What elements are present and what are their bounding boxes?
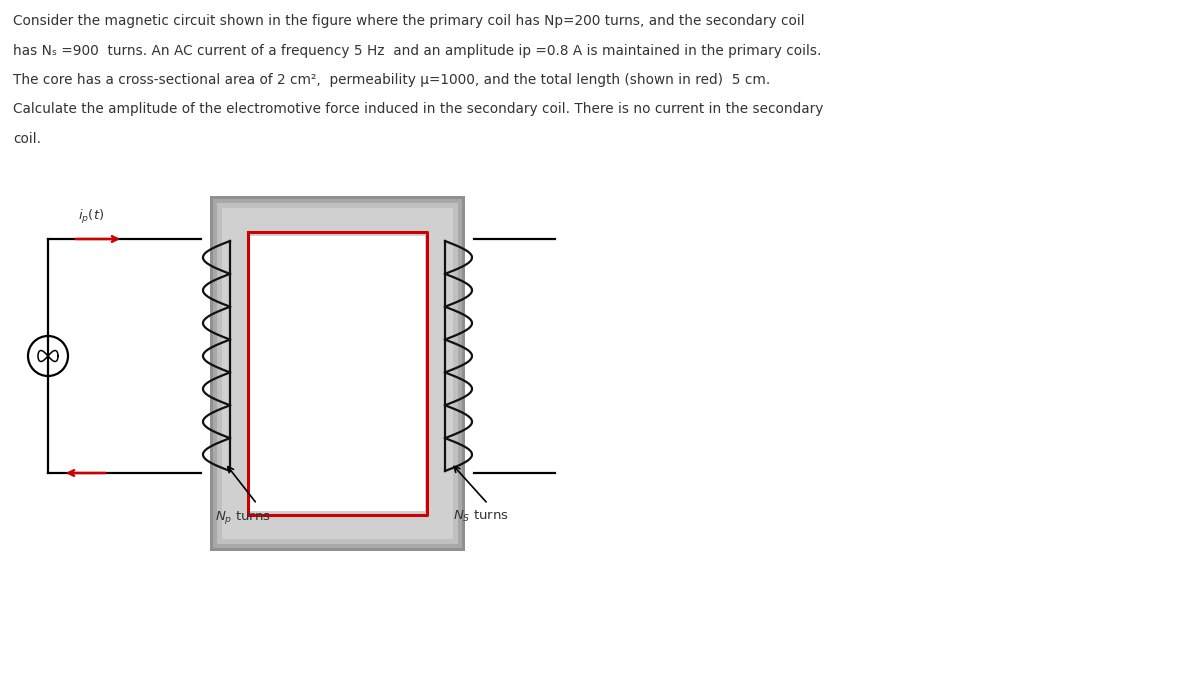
Bar [217,203,458,544]
Text: $N_p$ turns: $N_p$ turns [215,509,271,526]
Bar [214,199,462,548]
Text: has Nₛ =900  turns. An AC current of a frequency 5 Hz  and an amplitude ip =0.8 : has Nₛ =900 turns. An AC current of a fr… [13,43,821,58]
Bar [250,236,425,511]
Text: $N_S$ turns: $N_S$ turns [454,509,509,524]
Text: $i_p(t)$: $i_p(t)$ [78,208,104,226]
Text: Consider the magnetic circuit shown in the figure where the primary coil has Np=: Consider the magnetic circuit shown in t… [13,14,805,28]
Bar [210,196,466,551]
Text: The core has a cross-sectional area of 2 cm²,  permeability μ=1000, and the tota: The core has a cross-sectional area of 2… [13,73,770,87]
Text: coil.: coil. [13,132,41,146]
Bar [222,208,454,539]
Text: Calculate the amplitude of the electromotive force induced in the secondary coil: Calculate the amplitude of the electromo… [13,102,823,116]
